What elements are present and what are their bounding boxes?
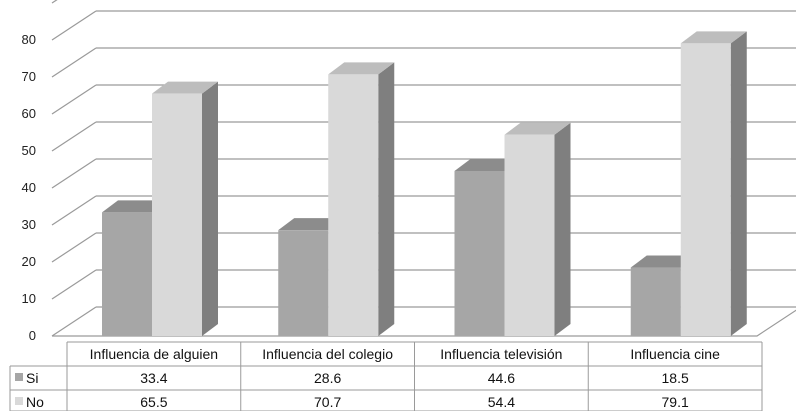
bar-side	[378, 62, 395, 336]
bar-top	[278, 218, 345, 231]
gridline-diagonal	[51, 10, 97, 41]
gridline-diagonal	[51, 47, 97, 78]
legend-key-si	[15, 373, 23, 381]
x-category-label: Influencia cine	[630, 346, 720, 362]
bar-top	[152, 81, 218, 94]
bar-top	[102, 200, 168, 213]
bar-no-2	[328, 62, 395, 336]
data-label: 70.7	[314, 394, 341, 410]
gridline-diagonal	[51, 158, 97, 189]
gridline-diagonal	[51, 121, 97, 152]
data-label: 44.6	[488, 370, 515, 386]
gridline-diagonal	[51, 0, 58, 4]
x-category-label: Influencia del colegio	[262, 346, 393, 362]
bar-front	[680, 43, 731, 337]
bar-si-2	[278, 218, 345, 336]
y-tick-label: 40	[22, 180, 36, 195]
gridline-diagonal	[51, 306, 97, 337]
data-label: 65.5	[140, 394, 167, 410]
bar-top	[454, 158, 521, 171]
bar-side	[202, 81, 218, 337]
data-label: 54.4	[488, 394, 515, 410]
bar-side	[554, 122, 571, 336]
bar-no-3	[504, 122, 571, 336]
bar-front	[278, 230, 329, 336]
bar-front	[454, 170, 505, 336]
x-category-label: Influencia de alguien	[90, 346, 218, 362]
gridline-diagonal	[51, 269, 97, 300]
bar-top	[680, 31, 747, 44]
bar-front	[630, 267, 681, 336]
legend-label: No	[26, 394, 44, 410]
y-tick-label: 50	[22, 143, 36, 158]
data-table: Influencia de alguien Influencia del cole…	[9, 341, 763, 411]
bar-top	[328, 62, 395, 75]
gridline-diagonal	[51, 195, 97, 226]
y-tick-label: 70	[22, 69, 36, 84]
gridline-diagonal	[51, 232, 97, 263]
bar-no-4	[680, 31, 747, 337]
bar-top	[630, 255, 697, 268]
bar-front	[328, 74, 379, 336]
y-tick-label: 60	[22, 106, 36, 121]
data-label: 33.4	[140, 370, 167, 386]
data-label: 28.6	[314, 370, 341, 386]
y-tick-label: 30	[22, 217, 36, 232]
data-label: 79.1	[662, 394, 689, 410]
legend-key-no	[15, 397, 23, 405]
bar-front	[102, 212, 152, 336]
gridline-diagonal	[51, 84, 97, 115]
bar-no-1	[152, 81, 218, 337]
y-tick-label: 80	[22, 32, 36, 47]
y-tick-label: 20	[22, 254, 36, 269]
data-label: 18.5	[662, 370, 689, 386]
bar-top	[504, 122, 571, 135]
bar-front	[504, 134, 555, 336]
bar-side	[730, 31, 747, 337]
y-tick-label: 0	[29, 328, 36, 343]
bars	[102, 31, 747, 337]
y-tick-label: 10	[22, 291, 36, 306]
x-category-label: Influencia televisión	[440, 346, 562, 362]
bar-front	[152, 93, 202, 337]
y-axis: 0 10 20 30 40 50 60 70 80	[22, 32, 36, 343]
legend-label: Si	[26, 370, 38, 386]
